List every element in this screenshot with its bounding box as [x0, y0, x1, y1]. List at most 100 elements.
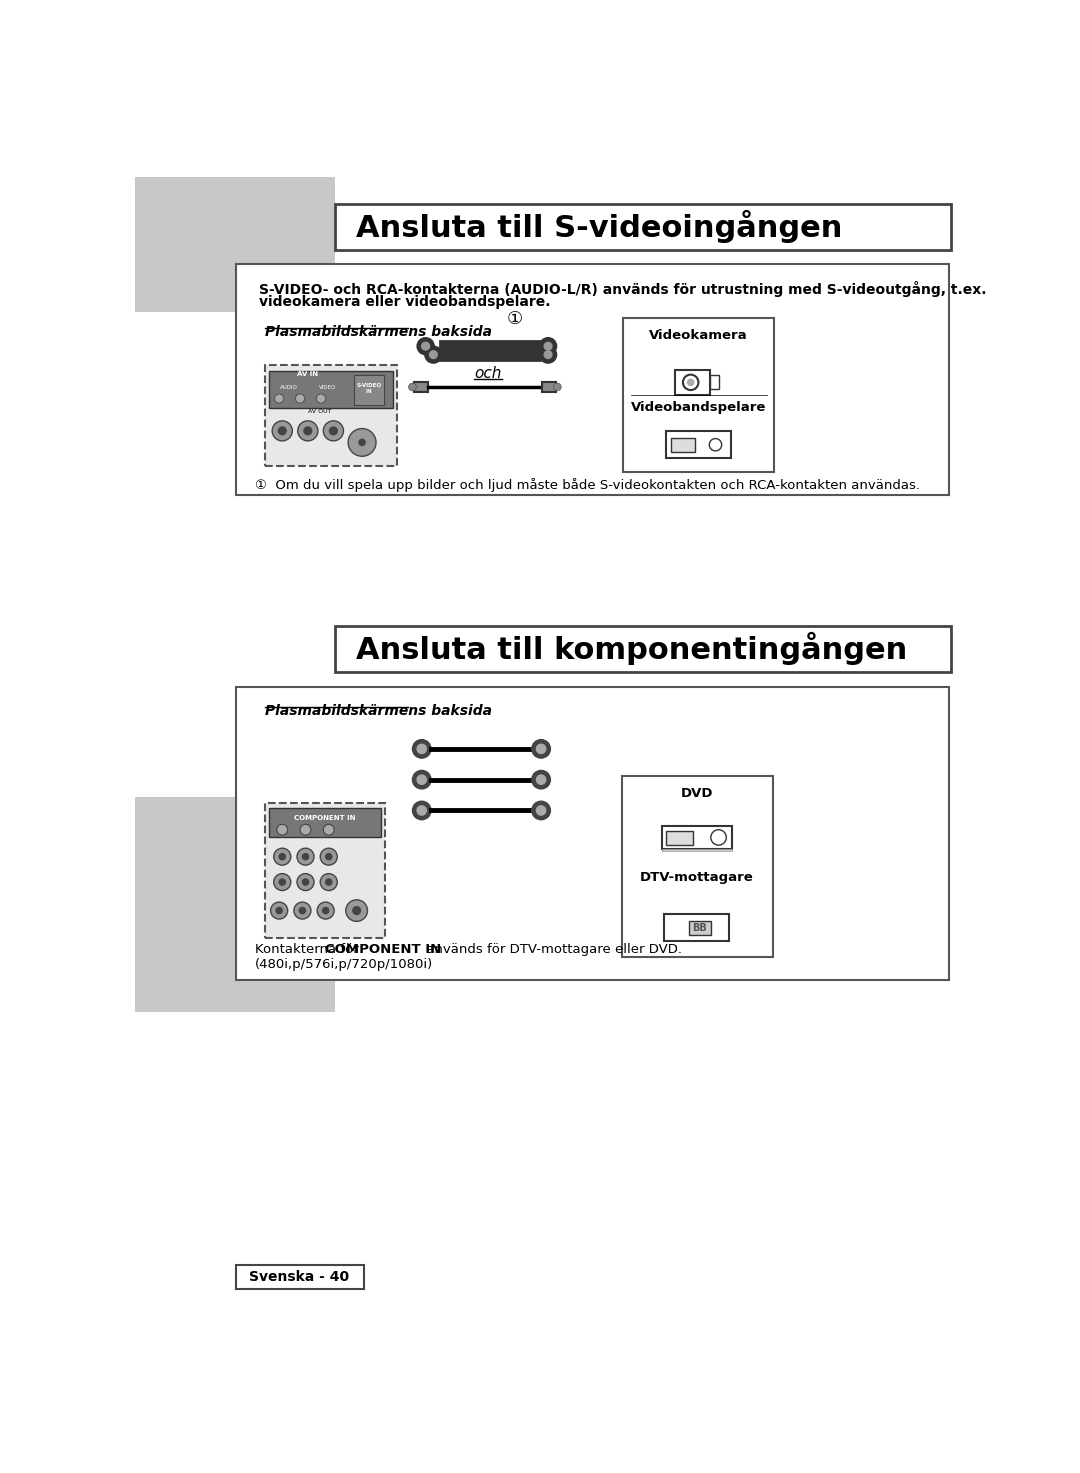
Circle shape [302, 853, 309, 860]
Text: COMPONENT IN: COMPONENT IN [294, 816, 355, 822]
Circle shape [531, 801, 551, 819]
Bar [710, 376, 719, 389]
Circle shape [329, 427, 337, 435]
Circle shape [297, 848, 314, 865]
Bar [542, 382, 556, 392]
Circle shape [537, 775, 545, 784]
Text: Ansluta till S-videoingången: Ansluta till S-videoingången [356, 211, 842, 243]
Circle shape [296, 393, 305, 404]
Circle shape [424, 346, 442, 364]
Text: Plasmabildskärmens baksida: Plasmabildskärmens baksida [266, 704, 492, 719]
Circle shape [318, 901, 334, 919]
Bar [335, 203, 951, 250]
Bar [135, 797, 335, 1012]
Bar [266, 365, 397, 465]
Text: AV OUT: AV OUT [308, 409, 332, 414]
Circle shape [326, 853, 332, 860]
Circle shape [413, 801, 431, 819]
Circle shape [276, 907, 282, 913]
Circle shape [544, 351, 552, 358]
Circle shape [294, 901, 311, 919]
Circle shape [346, 900, 367, 921]
Circle shape [279, 879, 285, 885]
Circle shape [540, 346, 556, 364]
Circle shape [359, 439, 365, 445]
Text: Videobandspelare: Videobandspelare [631, 401, 766, 414]
Bar [440, 340, 540, 359]
Text: ①: ① [507, 311, 523, 328]
Circle shape [688, 379, 693, 386]
Bar [664, 915, 729, 941]
Text: Ansluta till komponentingången: Ansluta till komponentingången [356, 632, 907, 666]
Circle shape [274, 393, 284, 404]
Circle shape [540, 337, 556, 355]
Bar [235, 688, 948, 980]
Bar [335, 626, 951, 672]
Text: och: och [474, 365, 501, 380]
Bar [662, 826, 732, 848]
Bar [689, 921, 711, 935]
Bar [622, 776, 773, 957]
Circle shape [272, 421, 293, 440]
Text: AV IN: AV IN [297, 371, 319, 377]
Circle shape [279, 427, 286, 435]
Bar [235, 1265, 364, 1289]
Circle shape [683, 374, 699, 390]
Circle shape [413, 770, 431, 790]
Bar [414, 382, 428, 392]
Circle shape [430, 351, 437, 358]
Circle shape [323, 825, 334, 835]
Circle shape [316, 393, 326, 404]
Text: Plasmabildskärmens baksida: Plasmabildskärmens baksida [266, 326, 492, 339]
Bar [135, 177, 335, 311]
Circle shape [417, 806, 427, 815]
Bar [269, 371, 393, 408]
Circle shape [348, 429, 376, 457]
Circle shape [302, 879, 309, 885]
Text: VIDEO: VIDEO [319, 384, 336, 389]
Text: DVD: DVD [680, 788, 713, 800]
Circle shape [300, 825, 311, 835]
Circle shape [554, 383, 562, 390]
Circle shape [323, 421, 343, 440]
Circle shape [353, 907, 361, 915]
Circle shape [417, 775, 427, 784]
Circle shape [710, 439, 721, 451]
Circle shape [321, 873, 337, 891]
Circle shape [321, 848, 337, 865]
Circle shape [297, 873, 314, 891]
Text: S-VIDEO
IN: S-VIDEO IN [356, 383, 381, 393]
Circle shape [537, 806, 545, 815]
Circle shape [276, 825, 287, 835]
Text: Kontakterna för: Kontakterna för [255, 943, 363, 956]
Circle shape [303, 427, 312, 435]
Text: AUDIO: AUDIO [280, 384, 297, 389]
Bar [666, 831, 693, 846]
Bar [354, 374, 383, 405]
Text: BB: BB [692, 924, 706, 934]
Circle shape [273, 848, 291, 865]
Circle shape [273, 873, 291, 891]
Circle shape [326, 879, 332, 885]
Circle shape [531, 739, 551, 759]
Bar [666, 432, 731, 458]
Text: S-VIDEO- och RCA-kontakterna (AUDIO-L/R) används för utrustning med S-videoutgån: S-VIDEO- och RCA-kontakterna (AUDIO-L/R)… [259, 281, 986, 296]
Circle shape [711, 829, 727, 846]
Text: DTV-mottagare: DTV-mottagare [640, 871, 754, 884]
Circle shape [537, 744, 545, 754]
Text: Videokamera: Videokamera [649, 330, 747, 342]
Text: Svenska - 40: Svenska - 40 [249, 1270, 349, 1284]
Text: används för DTV-mottagare eller DVD.: används för DTV-mottagare eller DVD. [422, 943, 681, 956]
Circle shape [544, 342, 552, 351]
Text: (480i,p/576i,p/720p/1080i): (480i,p/576i,p/720p/1080i) [255, 959, 433, 971]
Circle shape [298, 421, 318, 440]
Text: ①  Om du vill spela upp bilder och ljud måste både S-videokontakten och RCA-kont: ① Om du vill spela upp bilder och ljud m… [255, 477, 920, 492]
Bar [662, 848, 732, 851]
Bar [672, 437, 694, 452]
Bar [675, 370, 710, 395]
Circle shape [417, 337, 434, 355]
Circle shape [422, 342, 430, 351]
Circle shape [323, 907, 328, 913]
Circle shape [299, 907, 306, 913]
Circle shape [271, 901, 287, 919]
